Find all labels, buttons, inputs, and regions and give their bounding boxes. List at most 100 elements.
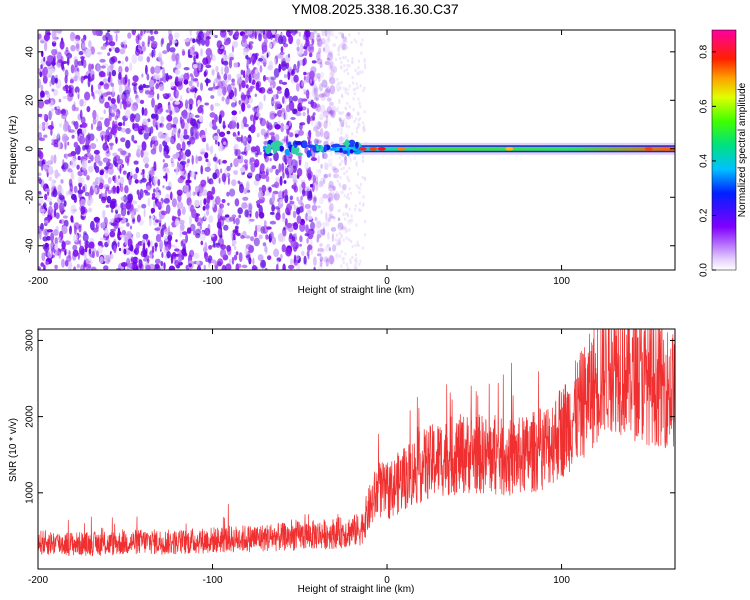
noise-speckle (288, 264, 295, 270)
noise-speckle (234, 245, 237, 250)
noise-speckle (41, 51, 44, 58)
noise-speckle (63, 200, 67, 207)
noise-haze (362, 121, 365, 125)
noise-haze (363, 128, 366, 132)
noise-speckle (83, 75, 89, 79)
noise-speckle (235, 149, 241, 157)
noise-speckle (276, 86, 282, 92)
noise-speckle (76, 164, 80, 170)
noise-speckle (38, 190, 42, 195)
noise-haze (354, 204, 357, 208)
noise-speckle (217, 141, 220, 147)
noise-speckle (245, 74, 249, 84)
noise-haze (348, 155, 351, 159)
noise-speckle (188, 80, 193, 87)
noise-speckle (328, 109, 335, 116)
noise-haze (355, 184, 358, 188)
noise-speckle (42, 75, 48, 84)
noise-speckle (254, 69, 259, 74)
noise-speckle (38, 151, 44, 160)
noise-haze (361, 176, 364, 179)
x-tick-label: -100 (203, 575, 223, 586)
noise-speckle (108, 142, 114, 146)
noise-speckle (222, 86, 227, 96)
noise-speckle (152, 145, 157, 151)
noise-speckle (131, 134, 135, 142)
noise-speckle (105, 186, 110, 192)
noise-speckle (201, 32, 207, 40)
x-tick-label: -200 (28, 575, 48, 586)
noise-speckle (241, 102, 246, 112)
transition-blob (315, 145, 319, 152)
noise-speckle (319, 256, 323, 262)
noise-speckle (128, 263, 133, 268)
noise-speckle (260, 128, 266, 136)
noise-speckle (311, 60, 317, 64)
noise-speckle (182, 109, 188, 119)
noise-speckle (287, 53, 291, 58)
noise-speckle (102, 157, 109, 163)
noise-speckle (340, 190, 344, 195)
noise-speckle (87, 152, 92, 158)
noise-speckle (327, 158, 333, 167)
noise-speckle (311, 204, 318, 212)
noise-speckle (133, 160, 139, 165)
noise-speckle (230, 162, 233, 168)
noise-speckle (145, 264, 151, 270)
noise-speckle (291, 236, 296, 242)
noise-speckle (45, 261, 49, 265)
noise-speckle (281, 81, 288, 85)
noise-speckle (60, 247, 67, 252)
noise-speckle (220, 66, 224, 75)
noise-speckle (324, 85, 330, 89)
spectrogram-band (263, 139, 675, 158)
noise-haze (353, 157, 356, 161)
noise-haze (355, 161, 358, 165)
noise-speckle (298, 59, 304, 66)
noise-speckle (162, 93, 166, 97)
noise-speckle (308, 129, 312, 138)
noise-speckle (73, 141, 79, 148)
noise-speckle (315, 175, 319, 179)
noise-speckle (318, 196, 324, 205)
noise-speckle (316, 253, 322, 257)
noise-speckle (137, 55, 144, 62)
noise-speckle (202, 246, 208, 253)
noise-speckle (107, 52, 111, 56)
noise-speckle (258, 187, 262, 192)
noise-speckle (90, 154, 94, 162)
noise-speckle (195, 54, 199, 59)
noise-speckle (170, 191, 173, 201)
noise-speckle (202, 206, 206, 211)
noise-speckle (217, 258, 224, 266)
noise-speckle (296, 38, 301, 47)
noise-speckle (330, 192, 337, 202)
noise-speckle (70, 45, 76, 52)
noise-speckle (226, 165, 231, 172)
noise-speckle (214, 264, 219, 270)
noise-speckle (42, 253, 45, 260)
noise-speckle (82, 233, 89, 242)
noise-speckle (333, 192, 340, 201)
noise-speckle (181, 231, 188, 236)
noise-speckle (231, 82, 236, 86)
noise-speckle (163, 198, 170, 204)
noise-speckle (296, 196, 300, 202)
noise-haze (346, 102, 349, 105)
noise-speckle (214, 102, 220, 107)
noise-speckle (139, 188, 144, 199)
noise-speckle (182, 169, 188, 178)
noise-speckle (175, 76, 179, 83)
noise-speckle (79, 109, 83, 120)
noise-speckle (129, 62, 133, 72)
noise-haze (351, 132, 354, 136)
noise-speckle (247, 30, 253, 35)
noise-haze (346, 68, 348, 72)
noise-haze (353, 92, 356, 96)
noise-speckle (130, 258, 135, 262)
noise-speckle (137, 205, 141, 209)
noise-haze (341, 257, 344, 261)
spectrogram-noise (38, 30, 367, 270)
